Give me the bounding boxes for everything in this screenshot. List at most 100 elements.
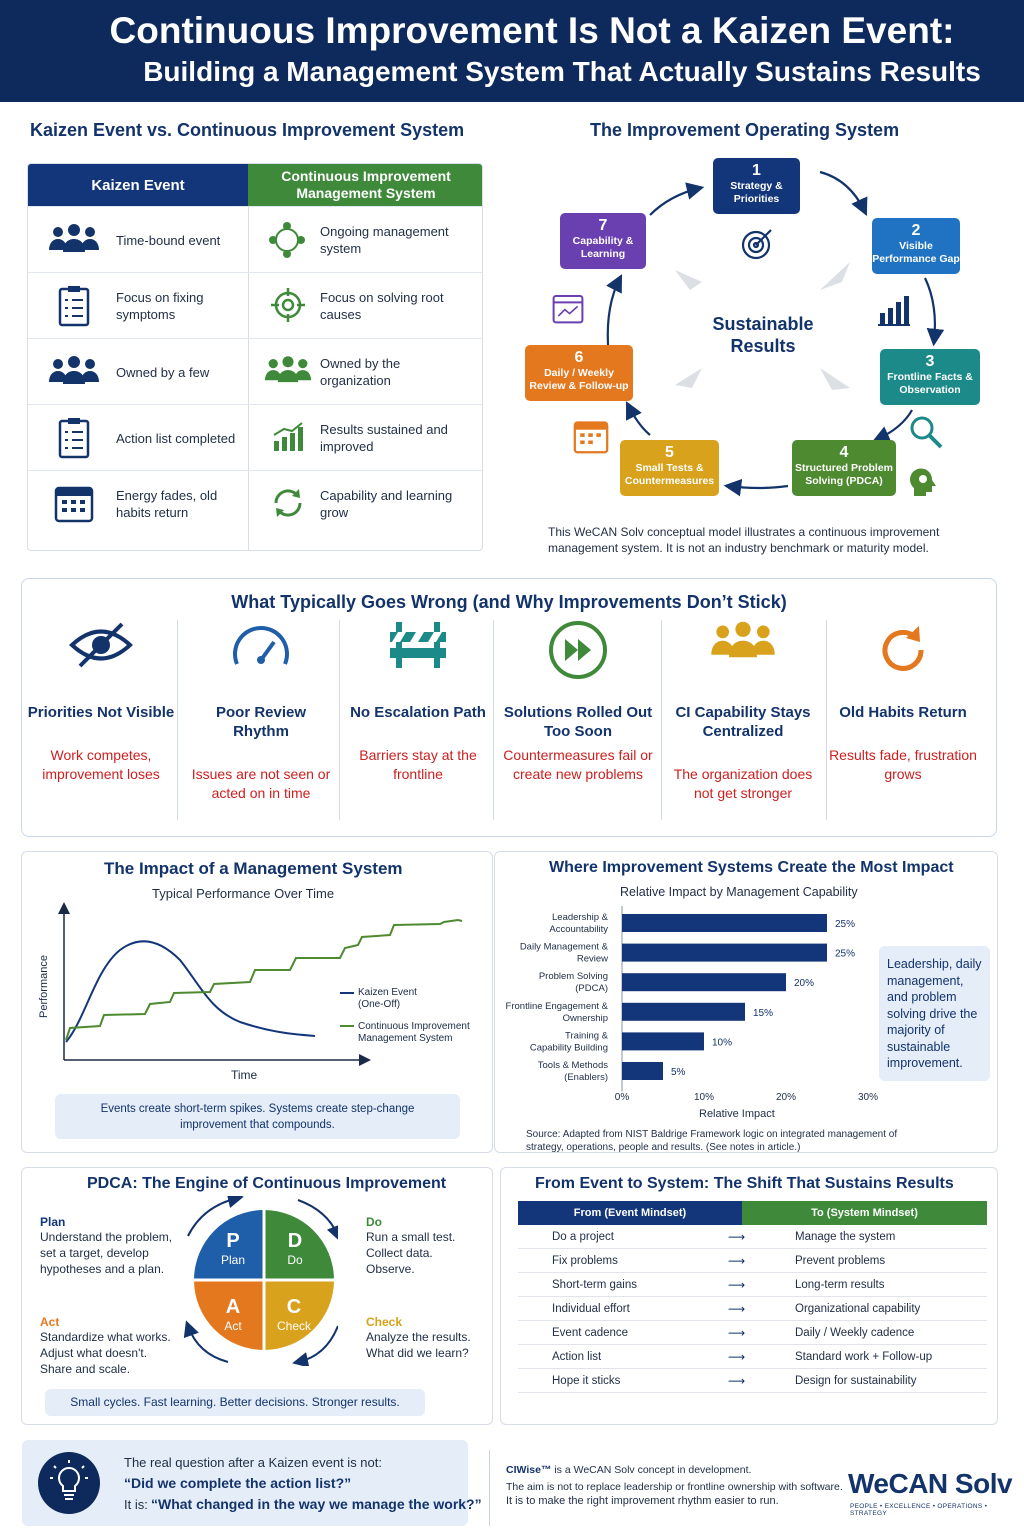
pdca-a: A Act xyxy=(224,1296,242,1333)
category-label: Problem Solving (PDCA) xyxy=(539,971,608,994)
question-intro: The real question after a Kaizen event i… xyxy=(124,1455,382,1470)
ci-cell: Owned by the organization xyxy=(320,356,401,388)
shift-row: Action list ⟶ Standard work + Follow-up xyxy=(518,1345,987,1369)
category-label: Tools & Methods (Enablers) xyxy=(538,1060,608,1083)
os-center: Sustainable Results xyxy=(712,314,814,356)
pdca-wheel xyxy=(183,1196,338,1366)
category-label: Leadership & Accountability xyxy=(549,912,608,935)
legend-kaizen: Kaizen Event (One-Off) xyxy=(358,987,417,1010)
bar-title: Where Improvement Systems Create the Mos… xyxy=(549,859,954,876)
wrong-item: Solutions Rolled Out Too Soon Countermea… xyxy=(503,620,653,784)
comparison-row: Time-bound event Ongoing management syst… xyxy=(28,206,482,272)
organization-icon xyxy=(264,356,312,383)
wrong-item: Poor Review Rhythm Issues are not seen o… xyxy=(186,620,336,803)
bar-value-label: 15% xyxy=(753,1008,773,1019)
x-tick-label: 30% xyxy=(858,1092,878,1103)
kaizen-cell: Action list completed xyxy=(116,430,236,446)
impact-bar-chart: 25% Leadership & Accountability 25% Daily Ma… xyxy=(506,906,878,1103)
to-header: To (System Mindset) xyxy=(742,1201,987,1225)
schedule-icon xyxy=(573,421,609,454)
calendar-icon xyxy=(54,486,94,523)
question-1: “Did we complete the action list?” xyxy=(124,1475,352,1491)
shift-row: Fix problems ⟶ Prevent problems xyxy=(518,1249,987,1273)
target-arrow-icon xyxy=(741,229,772,260)
wrong-item: CI Capability Stays Centralized The orga… xyxy=(668,620,818,803)
wrong-item: Old Habits Return Results fade, frustrat… xyxy=(828,620,978,784)
category-label: Frontline Engagement & Ownership xyxy=(506,1001,609,1024)
hidden-eye-icon xyxy=(69,622,133,668)
from-header: From (Event Mindset) xyxy=(518,1201,742,1225)
bar-chart-icon xyxy=(878,296,910,326)
os-step-2: 2 Visible Performance Gap xyxy=(872,218,960,274)
os-step-6: 6 Daily / Weekly Review & Follow-up xyxy=(525,345,633,401)
fast-forward-icon xyxy=(549,621,607,679)
checklist-icon xyxy=(58,286,90,327)
impact-ylabel: Performance xyxy=(38,955,50,1018)
os-step-5: 5 Small Tests & Countermeasures xyxy=(620,440,719,496)
shift-row: Event cadence ⟶ Daily / Weekly cadence xyxy=(518,1321,987,1345)
ci-cell: Focus on solving root causes xyxy=(320,290,444,322)
bar xyxy=(622,973,786,992)
pdca-act: Act Standardize what works. Adjust what … xyxy=(40,1315,171,1376)
head-gear-icon xyxy=(910,468,936,496)
pdca-panel xyxy=(21,1167,493,1425)
pdca-p: P Plan xyxy=(220,1230,246,1267)
kaizen-header: Kaizen Event xyxy=(28,164,248,206)
shift-title: From Event to System: The Shift That Sus… xyxy=(535,1175,954,1192)
pdca-footer: Small cycles. Fast learning. Better deci… xyxy=(45,1389,425,1416)
comparison-row: Energy fades, old habits return Capabili… xyxy=(28,470,482,550)
gauge-icon xyxy=(233,626,289,665)
bar-panel xyxy=(494,851,998,1153)
ciwise-line: CIWise™ is a WeCAN Solv concept in devel… xyxy=(506,1464,752,1476)
x-tick-label: 0% xyxy=(615,1092,630,1103)
os-step-7: 7 Capability & Learning xyxy=(560,213,646,269)
bar-value-label: 10% xyxy=(712,1037,732,1048)
x-tick-label: 20% xyxy=(776,1092,796,1103)
kaizen-cell: Owned by a few xyxy=(116,364,210,380)
os-cycle-arrows xyxy=(606,170,945,497)
page-header: Continuous Improvement Is Not a Kaizen E… xyxy=(0,0,1024,102)
ci-cell: Capability and learning grow xyxy=(320,488,453,520)
impact-subtitle: Typical Performance Over Time xyxy=(152,886,335,901)
x-tick-label: 10% xyxy=(694,1092,714,1103)
question-2-prefix: It is: xyxy=(124,1497,148,1512)
shift-row: Hope it sticks ⟶ Design for sustainability xyxy=(518,1369,987,1393)
page-title: Continuous Improvement Is Not a Kaizen E… xyxy=(109,10,955,51)
impact-xlabel: Time xyxy=(231,1068,258,1082)
kaizen-cell: Focus on fixing symptoms xyxy=(116,290,204,322)
brand-tagline: PEOPLE • EXCELLENCE • OPERATIONS • STRAT… xyxy=(850,1503,988,1517)
bar xyxy=(622,1062,663,1080)
category-label: Daily Management & Review xyxy=(520,942,609,965)
shift-row: Do a project ⟶ Manage the system xyxy=(518,1225,987,1249)
impact-title: The Impact of a Management System xyxy=(104,859,403,878)
action-list-icon xyxy=(58,418,90,459)
bar xyxy=(622,914,827,932)
shift-panel xyxy=(500,1167,998,1425)
bar-callout: Leadership, daily management, and proble… xyxy=(879,946,990,1081)
os-step-4: 4 Structured Problem Solving (PDCA) xyxy=(792,440,896,496)
page-subtitle: Building a Management System That Actual… xyxy=(143,56,981,87)
pdca-plan: Plan Understand the problem, set a targe… xyxy=(40,1215,173,1276)
impact-panel xyxy=(21,851,493,1153)
wrong-item: Priorities Not Visible Work competes, im… xyxy=(26,620,176,784)
planner-icon xyxy=(552,295,584,324)
bar xyxy=(622,1002,745,1021)
refresh-cycle-icon xyxy=(274,489,302,517)
cycle-people-icon xyxy=(269,222,305,258)
comparison-title: Kaizen Event vs. Continuous Improvement … xyxy=(30,120,465,140)
os-step-3: 3 Frontline Facts & Observation xyxy=(880,349,980,405)
group-icon xyxy=(49,356,99,384)
pdca-do: Do Run a small test. Collect data. Obser… xyxy=(366,1215,456,1276)
category-label: Training & Capability Building xyxy=(530,1030,609,1053)
barrier-icon xyxy=(390,622,446,668)
bar-value-label: 20% xyxy=(794,978,814,989)
aim-line-2: It is to make the right improvement rhyt… xyxy=(506,1495,779,1507)
comparison-table: Kaizen Event Continuous Improvement Mana… xyxy=(27,163,483,551)
kaizen-cell: Energy fades, old habits return xyxy=(116,488,218,520)
kaizen-cell: Time-bound event xyxy=(116,232,221,248)
os-note: This WeCAN Solv conceptual model illustr… xyxy=(548,525,940,555)
impact-callout: Events create short-term spikes. Systems… xyxy=(55,1094,460,1139)
ci-cell: Results sustained and improved xyxy=(320,422,448,454)
bar-subtitle: Relative Impact by Management Capability xyxy=(620,885,858,899)
bar-xlabel: Relative Impact xyxy=(699,1108,775,1120)
